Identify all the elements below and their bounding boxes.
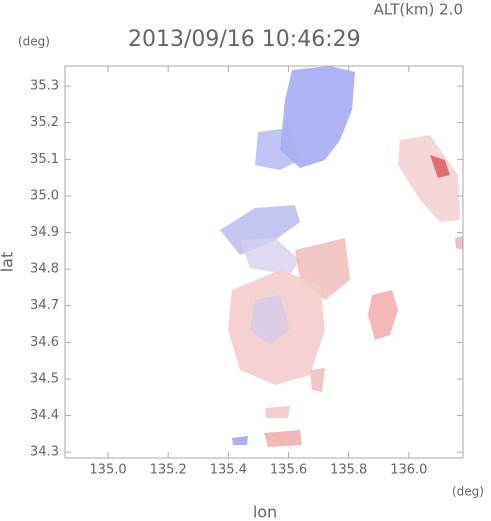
echo xyxy=(368,290,398,340)
x-tick-label: 136.0 xyxy=(390,463,427,478)
echo xyxy=(265,406,290,418)
echo xyxy=(398,135,460,222)
chart-title: 2013/09/16 10:46:29 xyxy=(128,27,361,52)
y-tick-label: 34.8 xyxy=(30,262,59,277)
echo xyxy=(232,436,248,445)
y-tick-label: 35.2 xyxy=(30,115,59,130)
x-tick-label: 135.2 xyxy=(150,463,187,478)
y-tick-label: 35.1 xyxy=(30,152,59,167)
echo xyxy=(455,236,463,250)
y-tick-label: 34.4 xyxy=(30,408,59,423)
echo xyxy=(310,368,325,392)
y-tick-label: 34.5 xyxy=(30,371,59,386)
y-axis-label: lat xyxy=(0,252,17,273)
x-axis-label: lon xyxy=(253,503,277,521)
echo xyxy=(280,66,355,168)
echoes xyxy=(220,66,463,447)
echo xyxy=(240,238,300,275)
y-unit: (deg) xyxy=(18,35,50,49)
echo xyxy=(220,205,300,255)
y-tick-label: 35.3 xyxy=(30,79,59,94)
echo xyxy=(264,430,302,447)
y-tick-label: 34.7 xyxy=(30,298,59,313)
echo xyxy=(255,128,300,170)
x-tick-label: 135.4 xyxy=(210,463,247,478)
y-tick-label: 34.6 xyxy=(30,335,59,350)
x-unit: (deg) xyxy=(452,485,484,499)
echo xyxy=(250,295,290,345)
x-tick-label: 135.8 xyxy=(330,463,367,478)
echo xyxy=(430,155,450,178)
plot-frame xyxy=(64,65,464,459)
x-tick-label: 135.0 xyxy=(89,463,126,478)
x-tick-label: 135.6 xyxy=(270,463,307,478)
y-tick-label: 34.3 xyxy=(30,445,59,460)
altitude: ALT(km) 2.0 xyxy=(374,1,463,19)
y-tick-label: 35.0 xyxy=(30,188,59,203)
y-tick-label: 34.9 xyxy=(30,225,59,240)
